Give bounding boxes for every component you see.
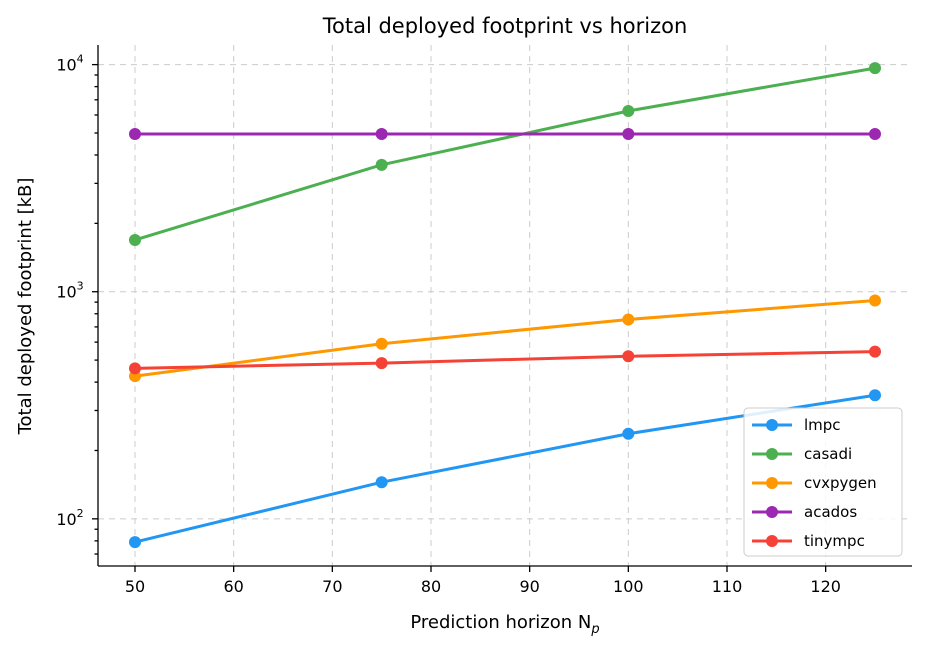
data-point-cvxpygen: [869, 294, 881, 307]
x-tick-label: 50: [125, 577, 145, 596]
x-tick-label: 90: [519, 577, 539, 596]
legend-swatch-marker: [766, 477, 778, 489]
legend-swatch-marker: [766, 535, 778, 547]
data-point-casadi: [129, 233, 141, 246]
series-casadi: [129, 62, 881, 246]
legend-swatch-marker: [766, 419, 778, 431]
series-acados: [129, 127, 881, 140]
y-axis-label: Total deployed footprint [kB]: [15, 178, 36, 436]
legend-frame: [743, 407, 903, 557]
legend-item-tinympc: tinympc: [752, 532, 865, 550]
y-tick-base: 10: [56, 283, 76, 302]
x-tick-label: 120: [810, 577, 841, 596]
legend-item-cvxpygen: cvxpygen: [752, 474, 877, 492]
data-point-lmpc: [129, 536, 141, 549]
data-point-casadi: [869, 62, 881, 75]
y-tick-label: 102: [56, 507, 83, 529]
data-point-acados: [622, 127, 635, 140]
legend-label: acados: [804, 503, 857, 521]
series-line-casadi: [134, 66, 876, 242]
legend-item-acados: acados: [752, 503, 857, 521]
x-axis-label-main: Prediction horizon N: [410, 612, 591, 633]
chart-title: Total deployed footprint vs horizon: [322, 14, 688, 38]
legend-item-casadi: casadi: [752, 445, 852, 463]
y-tick-exponent: 2: [77, 507, 84, 520]
x-tick-label: 80: [421, 577, 441, 596]
series-tinympc: [129, 345, 881, 375]
data-point-lmpc: [375, 476, 388, 489]
y-tick-exponent: 4: [77, 53, 84, 66]
x-axis-label: Prediction horizon Np: [410, 612, 599, 637]
legend-label: lmpc: [804, 416, 841, 434]
legend-item-lmpc: lmpc: [752, 416, 841, 434]
legend-swatch-marker: [766, 506, 778, 518]
data-point-tinympc: [622, 350, 635, 363]
data-point-acados: [869, 127, 881, 140]
x-tick-label: 70: [322, 577, 342, 596]
data-point-casadi: [622, 104, 635, 117]
y-tick-label: 103: [56, 280, 83, 302]
data-point-cvxpygen: [622, 313, 635, 326]
data-point-acados: [129, 127, 141, 140]
legend-label: cvxpygen: [804, 474, 877, 492]
data-point-tinympc: [129, 362, 141, 375]
x-tick-label: 60: [223, 577, 243, 596]
series-cvxpygen: [129, 294, 881, 383]
series-line-cvxpygen: [134, 298, 876, 378]
legend-label: casadi: [804, 445, 852, 463]
y-tick-label: 104: [56, 53, 83, 75]
y-tick-exponent: 3: [77, 280, 84, 293]
x-axis-label-subscript: p: [590, 622, 599, 637]
y-tick-base: 10: [56, 56, 76, 75]
x-tick-label: 110: [712, 577, 743, 596]
legend-label: tinympc: [804, 532, 865, 550]
data-point-lmpc: [869, 389, 881, 402]
legend: lmpc casadi cvxpygen acados tinympc: [743, 407, 903, 557]
data-point-casadi: [375, 158, 388, 171]
data-point-tinympc: [375, 357, 388, 370]
data-point-cvxpygen: [375, 337, 388, 350]
data-point-acados: [375, 127, 388, 140]
y-tick-base: 10: [56, 510, 76, 529]
x-tick-label: 100: [613, 577, 644, 596]
data-point-lmpc: [622, 427, 635, 440]
data-point-tinympc: [869, 345, 881, 358]
series-line-tinympc: [134, 350, 876, 370]
legend-swatch-marker: [766, 448, 778, 460]
